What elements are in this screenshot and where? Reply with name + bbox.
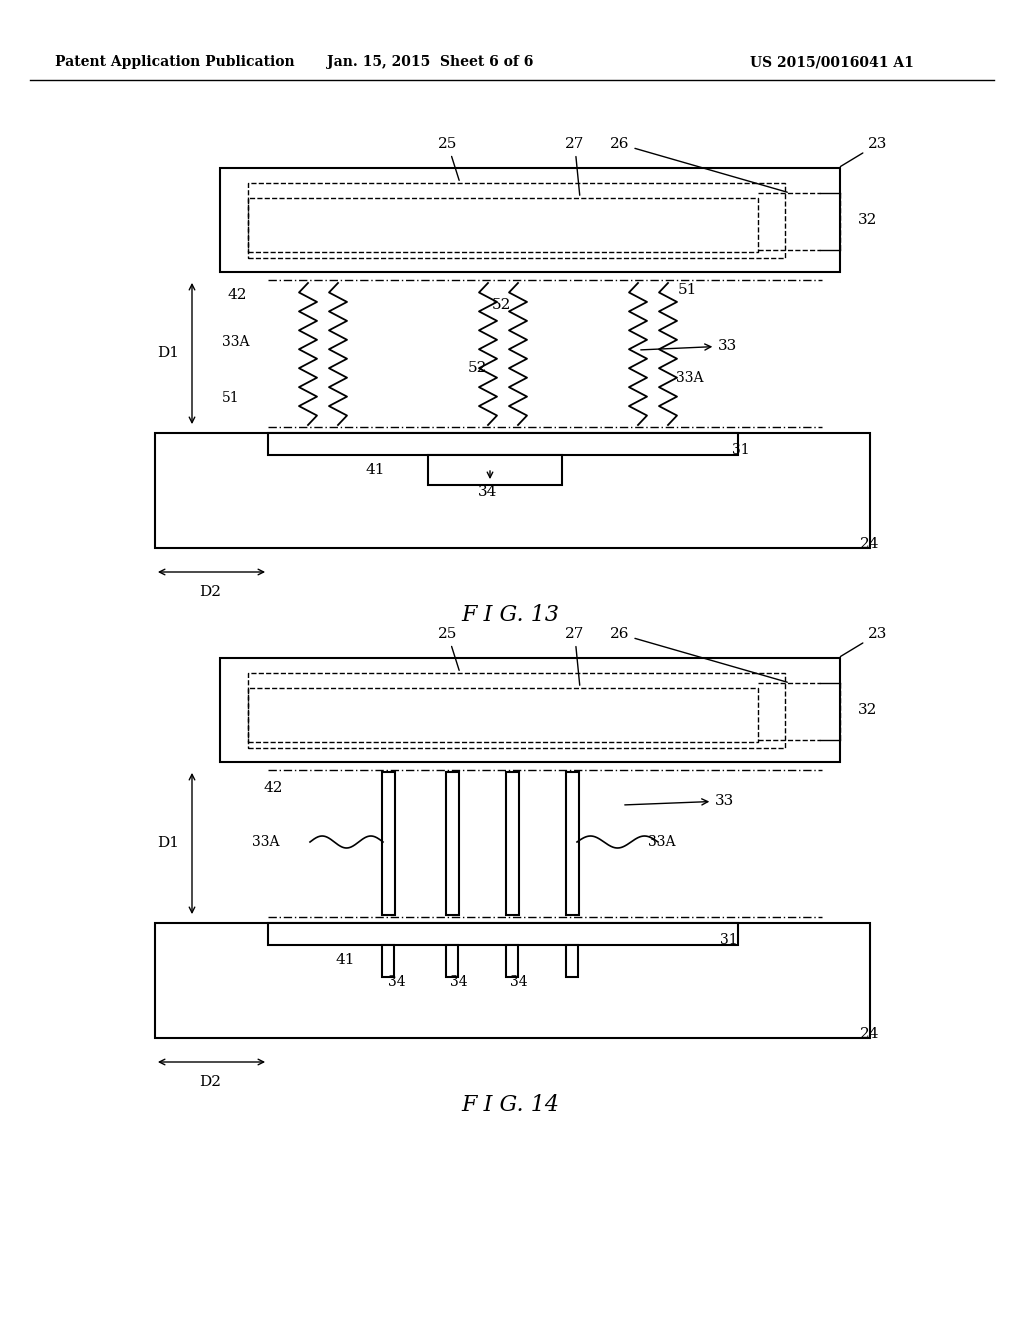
Bar bbox=[220, 168, 840, 272]
Bar bbox=[446, 772, 459, 915]
Text: 23: 23 bbox=[841, 137, 888, 166]
Text: 26: 26 bbox=[610, 137, 787, 193]
Bar bbox=[382, 772, 395, 915]
Text: 33: 33 bbox=[641, 339, 737, 352]
Text: F I G. 13: F I G. 13 bbox=[461, 605, 559, 626]
Text: 31: 31 bbox=[732, 444, 750, 457]
Text: 27: 27 bbox=[565, 627, 585, 685]
Bar bbox=[248, 673, 785, 748]
Text: D1: D1 bbox=[157, 836, 179, 850]
Text: Patent Application Publication: Patent Application Publication bbox=[55, 55, 295, 69]
Text: Jan. 15, 2015  Sheet 6 of 6: Jan. 15, 2015 Sheet 6 of 6 bbox=[327, 55, 534, 69]
Bar bbox=[382, 945, 394, 977]
Text: 23: 23 bbox=[841, 627, 888, 656]
Bar bbox=[446, 945, 458, 977]
Text: D2: D2 bbox=[199, 1074, 221, 1089]
Text: F I G. 14: F I G. 14 bbox=[461, 1094, 559, 1115]
Text: 33A: 33A bbox=[648, 836, 676, 849]
Bar bbox=[220, 657, 840, 762]
Bar bbox=[248, 198, 758, 252]
Text: US 2015/0016041 A1: US 2015/0016041 A1 bbox=[750, 55, 913, 69]
Bar bbox=[155, 923, 870, 1038]
Text: 33A: 33A bbox=[676, 371, 703, 385]
Text: 52: 52 bbox=[492, 298, 511, 312]
Text: 34: 34 bbox=[388, 975, 406, 989]
Text: 41: 41 bbox=[365, 463, 384, 477]
Bar bbox=[248, 688, 758, 742]
Bar bbox=[506, 945, 518, 977]
Bar bbox=[268, 923, 738, 945]
Bar bbox=[248, 183, 785, 257]
Text: 34: 34 bbox=[510, 975, 527, 989]
Text: 42: 42 bbox=[228, 288, 248, 302]
Text: 32: 32 bbox=[858, 213, 878, 227]
Text: D1: D1 bbox=[157, 346, 179, 360]
Bar bbox=[155, 433, 870, 548]
Text: 25: 25 bbox=[438, 137, 459, 181]
Text: 25: 25 bbox=[438, 627, 459, 671]
Text: 26: 26 bbox=[610, 627, 787, 682]
Bar bbox=[428, 455, 562, 484]
Bar bbox=[566, 945, 578, 977]
Text: 51: 51 bbox=[222, 391, 240, 405]
Text: D2: D2 bbox=[199, 585, 221, 599]
Text: 31: 31 bbox=[720, 933, 737, 946]
Text: 42: 42 bbox=[264, 781, 284, 795]
Text: 41: 41 bbox=[335, 953, 354, 968]
Bar bbox=[566, 772, 579, 915]
Text: 33A: 33A bbox=[222, 335, 250, 348]
Text: 34: 34 bbox=[478, 484, 498, 499]
Text: 34: 34 bbox=[450, 975, 468, 989]
Text: 52: 52 bbox=[468, 360, 487, 375]
Text: 51: 51 bbox=[678, 282, 697, 297]
Bar bbox=[506, 772, 519, 915]
Text: 24: 24 bbox=[860, 1027, 880, 1041]
Text: 27: 27 bbox=[565, 137, 585, 195]
Text: 32: 32 bbox=[858, 704, 878, 717]
Text: 33A: 33A bbox=[252, 836, 280, 849]
Text: 33: 33 bbox=[625, 795, 734, 808]
Bar bbox=[268, 433, 738, 455]
Text: 24: 24 bbox=[860, 537, 880, 550]
